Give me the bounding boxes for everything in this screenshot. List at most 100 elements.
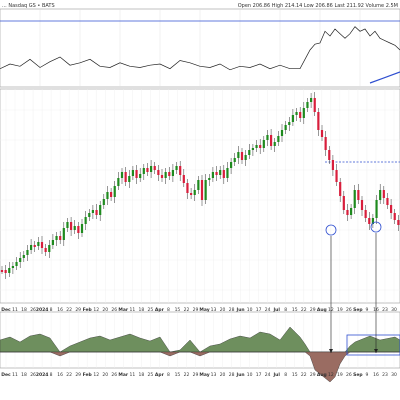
candle-body (113, 186, 116, 197)
candle-body (200, 180, 204, 200)
x-tick-label: 15 (292, 307, 298, 313)
candle-body (160, 175, 164, 178)
x-tick-label: Jul (272, 307, 280, 313)
candle-body (182, 175, 185, 183)
relative-strength-grid (39, 9, 361, 87)
x-tick-label-bottom: 12 (93, 372, 99, 378)
candle-body (306, 102, 309, 108)
x-tick-label-bottom: May (199, 372, 209, 378)
candle-body (106, 192, 109, 199)
x-tick-label: 28 (229, 307, 235, 313)
candle-body (149, 166, 153, 172)
candle-body (44, 248, 47, 252)
annotation-arrow-head (329, 349, 333, 353)
candle-body (15, 262, 18, 266)
x-tick-label-bottom: Apr (155, 372, 165, 378)
x-tick-label-bottom: 8 (167, 372, 170, 378)
x-tick-label-bottom: 29 (193, 372, 199, 378)
candle-body (339, 182, 342, 196)
x-tick-label: 17 (256, 307, 262, 313)
candle-body (29, 245, 33, 250)
x-tick-label: 8 (50, 307, 53, 313)
candle-body (204, 180, 207, 200)
candle-body (244, 155, 247, 160)
candle-body (219, 170, 222, 175)
candle-body (251, 148, 255, 150)
candle-body (51, 240, 55, 245)
x-tick-label-bottom: 19 (337, 372, 343, 378)
candle-body (99, 205, 102, 215)
x-tick-label-bottom: 18 (21, 372, 27, 378)
candle-body (146, 168, 149, 172)
relative-strength-series (0, 26, 400, 71)
x-tick-label: 22 (301, 307, 307, 313)
x-tick-label: 29 (310, 307, 316, 313)
x-tick-label-bottom: Jul (272, 372, 280, 378)
candle-body (295, 112, 298, 115)
candle-body (95, 210, 98, 215)
candle-body (0, 270, 4, 272)
candle-body (22, 255, 25, 258)
candle-body (360, 200, 364, 210)
candle-body (157, 170, 160, 175)
x-tick-label: May (199, 307, 209, 313)
price-annotations (325, 221, 382, 236)
x-tick-label-bottom: 2024 (36, 372, 49, 378)
candle-body (229, 162, 233, 168)
x-tick-label-bottom: Aug (317, 372, 327, 378)
candle-body (302, 108, 305, 118)
candle-body (164, 172, 167, 178)
candle-body (368, 218, 371, 224)
header-exchange: ... Nasdaq GS • BATS (2, 3, 55, 9)
x-tick-label-bottom: 10 (247, 372, 253, 378)
oscillator-annotations (346, 334, 400, 356)
candle-body (266, 135, 269, 140)
candle-body (331, 160, 335, 170)
candle-body (237, 152, 240, 158)
x-tick-label-bottom: 20 (220, 372, 226, 378)
oscillator-series (0, 326, 400, 383)
x-tick-label-bottom: 16 (57, 372, 63, 378)
x-tick-label-bottom: 18 (138, 372, 144, 378)
candle-body (131, 170, 135, 176)
x-tick-label-bottom: 9 (365, 372, 368, 378)
oscillator-positive-area (0, 326, 400, 353)
candle-body (328, 150, 331, 160)
candle-body (324, 137, 327, 150)
candle-body (26, 250, 29, 255)
x-tick-label-bottom: 15 (175, 372, 181, 378)
x-tick-label: Aug (317, 307, 327, 313)
header-ohlc: Open 206.86 High 214.14 Low 206.86 Last … (238, 3, 398, 9)
x-tick-label: 10 (247, 307, 253, 313)
candle-body (37, 242, 40, 246)
x-tick-label-bottom: 25 (148, 372, 154, 378)
x-tick-label-bottom: 20 (102, 372, 108, 378)
candle-body (222, 170, 225, 178)
x-tick-label-bottom: 23 (382, 372, 388, 378)
candle-body (382, 190, 385, 198)
candle-body (320, 130, 324, 137)
relative-strength-line (0, 26, 400, 71)
candle-body (69, 222, 73, 230)
candle-body (179, 166, 182, 175)
candle-body (73, 226, 76, 230)
candle-body (248, 150, 251, 155)
candle-body (288, 122, 291, 125)
candle-body (342, 196, 345, 210)
candle-body (277, 136, 280, 142)
oscillator-negative-area (0, 351, 400, 383)
x-tick-label: Feb (83, 307, 93, 313)
low-circle-2 (370, 221, 382, 233)
candle-body (233, 158, 236, 162)
candle-body (91, 210, 95, 213)
x-tick-label-bottom: 12 (328, 372, 334, 378)
oscillator-panel: Dec 11 18 26 2024 8 16 22 29 Feb 12 20 26 Mar 11 18 25 Ap… (0, 311, 400, 383)
x-tick-label-bottom: 22 (184, 372, 190, 378)
candle-body (62, 228, 65, 240)
x-tick-label: 2024 (36, 307, 49, 313)
candle-body (269, 135, 273, 146)
x-tick-label: 20 (102, 307, 108, 313)
candle-body (317, 112, 320, 130)
x-tick-label: 18 (21, 307, 27, 313)
